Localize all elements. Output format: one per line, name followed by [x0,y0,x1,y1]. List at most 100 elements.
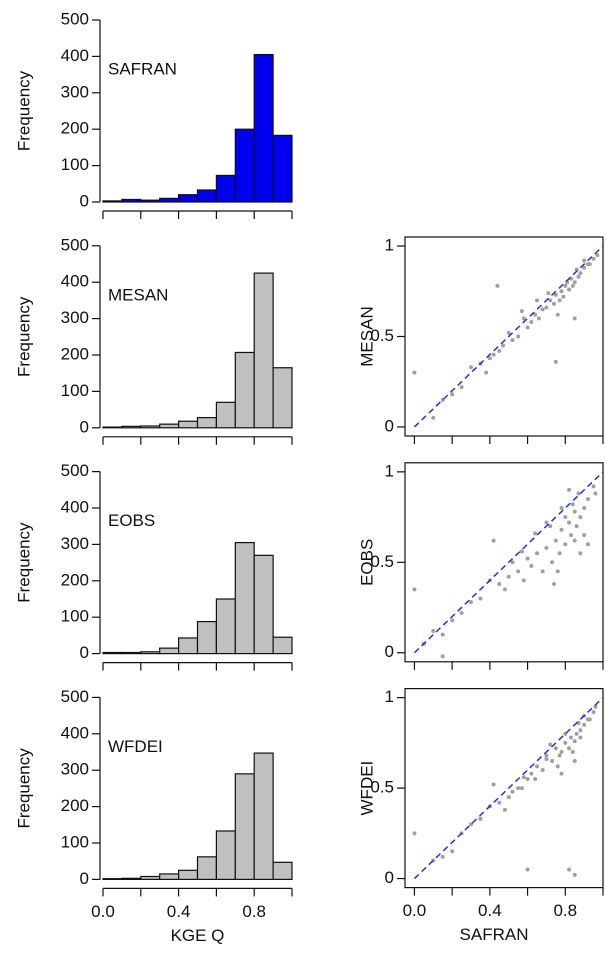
y-tick-label: 1 [385,236,394,255]
point [506,574,511,579]
bar [272,861,293,880]
bar [178,869,199,880]
bar [215,174,236,203]
point [510,560,515,565]
point [469,365,473,370]
point [440,632,445,637]
point [459,385,464,390]
point [553,359,558,364]
panel-label: MESAN [108,285,168,304]
bar [159,197,180,203]
point [568,735,573,740]
x-tick-label: 0.8 [242,902,266,921]
y-tick-label: 0 [385,868,394,887]
bar [159,423,180,429]
point [525,556,530,561]
bar [178,194,199,203]
y-tick-label: 100 [61,155,89,174]
point [525,777,530,782]
point [548,524,553,529]
y-tick-label: 500 [61,235,89,254]
y-tick-label: 0 [80,869,89,888]
bar [234,541,255,655]
point [497,800,502,805]
point [585,542,590,547]
bar [215,401,236,429]
point [572,758,577,763]
one-to-one-line [413,697,604,880]
point [533,531,538,536]
bar [178,637,199,655]
point [440,854,445,859]
point [591,256,596,261]
y-tick-label: 200 [61,119,89,138]
y-axis-label: Frequency [14,748,33,829]
point [412,831,417,836]
point [412,370,417,375]
point [484,370,489,375]
bar [159,873,180,881]
point [570,502,575,507]
point [535,764,539,769]
point [525,325,530,330]
point [519,309,524,314]
point [561,294,566,299]
one-to-one-line [413,245,604,428]
point [478,596,483,601]
y-tick-label: 0 [385,416,394,435]
point [555,764,560,769]
point [591,484,596,489]
point [540,768,545,773]
point [563,515,568,520]
point [487,356,492,361]
point [563,542,568,547]
point [478,816,483,821]
point [535,298,539,303]
point [572,280,577,285]
x-axis-label: SAFRAN [460,925,529,944]
y-axis-label: EOBS [357,539,376,586]
y-tick-label: 0 [80,191,89,210]
point [553,746,558,751]
point [544,520,549,525]
point [587,717,592,722]
point [550,758,555,763]
point [587,262,592,267]
bar [140,651,161,655]
point [550,560,555,565]
bar [140,425,161,429]
bar [234,351,255,429]
point [516,786,521,791]
point [521,775,526,780]
one-to-one-line [413,471,604,654]
bar [121,651,142,655]
point [567,746,572,751]
y-tick-label: 400 [61,272,89,291]
point [557,753,562,758]
panel-label: EOBS [108,511,155,530]
point [570,283,575,288]
point [576,274,581,279]
point [548,742,553,747]
y-tick-label: 200 [61,570,89,589]
bar [272,367,293,429]
y-tick-label: 0.5 [370,552,394,571]
point [582,265,587,270]
bar [102,200,123,203]
bar [253,752,274,880]
plot-frame [404,687,604,889]
point [533,777,538,782]
point [516,334,521,339]
point [567,487,572,492]
point [450,392,455,397]
point [540,307,545,312]
bar [196,856,217,880]
y-tick-label: 0 [385,642,394,661]
bar [140,875,161,880]
bar [253,554,274,655]
y-axis-label: MESAN [357,306,376,366]
point [582,258,587,263]
bar [196,417,217,429]
bar [272,636,293,655]
point [578,735,583,740]
